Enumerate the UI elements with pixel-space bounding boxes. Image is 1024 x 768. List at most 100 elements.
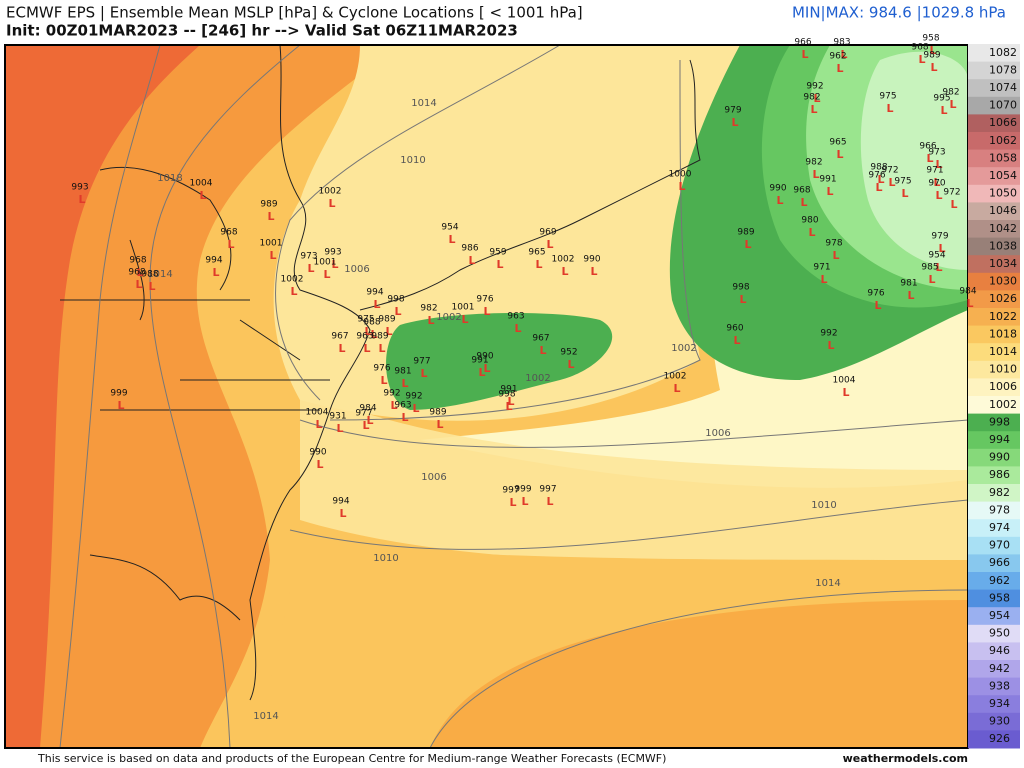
cyclone-pressure: 1002: [319, 187, 342, 197]
isobar-label: 1010: [811, 500, 836, 511]
cyclone-marker: L: [483, 305, 490, 318]
cyclone-pressure: 991: [471, 356, 488, 366]
cyclone-marker: L: [227, 238, 234, 251]
colorbar-label: 1070: [989, 99, 1017, 112]
colorbar-swatch: [968, 642, 1020, 661]
cyclone-marker: L: [813, 92, 820, 105]
colorbar-swatch: [968, 290, 1020, 309]
cyclone-pressure: 992: [820, 329, 837, 339]
colorbar-swatch: [968, 448, 1020, 467]
colorbar-swatch: [968, 308, 1020, 327]
subtitle: Init: 00Z01MAR2023 -- [246] hr --> Valid…: [6, 22, 518, 40]
colorbar-label: 1026: [989, 292, 1017, 305]
cyclone-pressure: 989: [737, 228, 754, 238]
cyclone-marker: L: [827, 339, 834, 352]
isobar-label: 1014: [147, 269, 172, 280]
cyclone-marker: L: [874, 299, 881, 312]
colorbar-label: 1034: [989, 257, 1017, 270]
cyclone-pressure: 990: [309, 448, 326, 458]
cyclone-pressure: 966: [794, 38, 811, 48]
isobar-label: 1010: [373, 553, 398, 564]
cyclone-pressure: 999: [514, 485, 531, 495]
colorbar-label: 1058: [989, 151, 1017, 164]
cyclone-pressure: 982: [420, 304, 437, 314]
cyclone-marker: L: [267, 210, 274, 223]
cyclone-marker: L: [117, 399, 124, 412]
cyclone-pressure: 967: [331, 332, 348, 342]
cyclone-marker: L: [507, 395, 514, 408]
colorbar-swatch: [968, 572, 1020, 591]
cyclone-marker: L: [539, 344, 546, 357]
isobar-label: 1002: [525, 373, 550, 384]
colorbar-label: 930: [989, 715, 1010, 728]
cyclone-pressure: 968: [128, 268, 145, 278]
colorbar-label: 1018: [989, 327, 1017, 340]
cyclone-marker: L: [810, 103, 817, 116]
cyclone-pressure: 1001: [452, 303, 475, 313]
cyclone-marker: L: [886, 102, 893, 115]
cyclones: 966L983L962L958L968L989L992L982L975L995L…: [71, 34, 976, 521]
cyclone-pressure: 959: [489, 248, 506, 258]
isobar-label: 1006: [705, 428, 730, 439]
cyclone-marker: L: [812, 168, 819, 181]
cyclone-marker: L: [148, 280, 155, 293]
cyclone-marker: L: [78, 193, 85, 206]
isobars: [59, 45, 968, 748]
cyclone-pressure: 989: [923, 51, 940, 61]
cyclone-pressure: 1000: [669, 170, 692, 180]
cyclone-marker: L: [496, 258, 503, 271]
cyclone-pressure: 994: [205, 256, 222, 266]
cyclone-marker: L: [328, 197, 335, 210]
cyclone-marker: L: [290, 285, 297, 298]
colorbar-label: 1062: [989, 134, 1017, 147]
colorbar-swatch: [968, 536, 1020, 555]
cyclone-marker: L: [366, 414, 373, 427]
cyclone-pressure: 989: [371, 332, 388, 342]
colorbar-swatch: [968, 677, 1020, 696]
cyclone-marker: L: [836, 62, 843, 75]
colorbar-swatch: [968, 554, 1020, 573]
cyclone-marker: L: [561, 265, 568, 278]
cyclone-pressure: 982: [803, 93, 820, 103]
colorbar-label: 958: [989, 591, 1010, 604]
cyclone-marker: L: [744, 238, 751, 251]
cyclone-marker: L: [394, 305, 401, 318]
cyclone-pressure: 952: [560, 348, 577, 358]
cyclone-pressure: 988: [363, 318, 380, 328]
cyclone-marker: L: [338, 342, 345, 355]
cyclone-pressure: 1002: [552, 255, 575, 265]
cyclone-pressure: 989: [378, 315, 395, 325]
colorbar-swatch: [968, 255, 1020, 274]
cyclone-pressure: 968: [129, 256, 146, 266]
colorbar-label: 1078: [989, 63, 1017, 76]
cyclone-marker: L: [820, 273, 827, 286]
cyclone-pressure: 982: [805, 158, 822, 168]
cyclone-marker: L: [316, 458, 323, 471]
cyclone-pressure: 958: [922, 34, 939, 44]
colorbar-swatch: [968, 396, 1020, 415]
cyclone-pressure: 979: [931, 232, 948, 242]
cyclone-pressure: 998: [732, 283, 749, 293]
colorbar-label: 946: [989, 644, 1010, 657]
isobar-label: 1002: [671, 343, 696, 354]
cyclone-pressure: 965: [829, 138, 846, 148]
colorbar-swatch: [968, 413, 1020, 432]
cyclone-pressure: 1001: [260, 239, 283, 249]
cyclone-marker: L: [832, 249, 839, 262]
cyclone-pressure: 975: [879, 92, 896, 102]
colorbar-label: 974: [989, 521, 1010, 534]
colorbar-label: 998: [989, 415, 1010, 428]
cyclone-pressure: 998: [387, 295, 404, 305]
colorbar-swatch: [968, 712, 1020, 731]
colorbar-swatch: [968, 730, 1020, 749]
cyclone-pressure: 991: [500, 385, 517, 395]
cyclone-pressure: 976: [476, 295, 493, 305]
colorbar-label: 1010: [989, 363, 1017, 376]
colorbar-label: 1046: [989, 204, 1017, 217]
cyclone-marker: L: [427, 314, 434, 327]
cyclone-pressure: 1001: [314, 258, 337, 268]
colorbar-swatch: [968, 660, 1020, 679]
cyclone-pressure: 979: [724, 106, 741, 116]
cyclone-pressure: 978: [825, 239, 842, 249]
